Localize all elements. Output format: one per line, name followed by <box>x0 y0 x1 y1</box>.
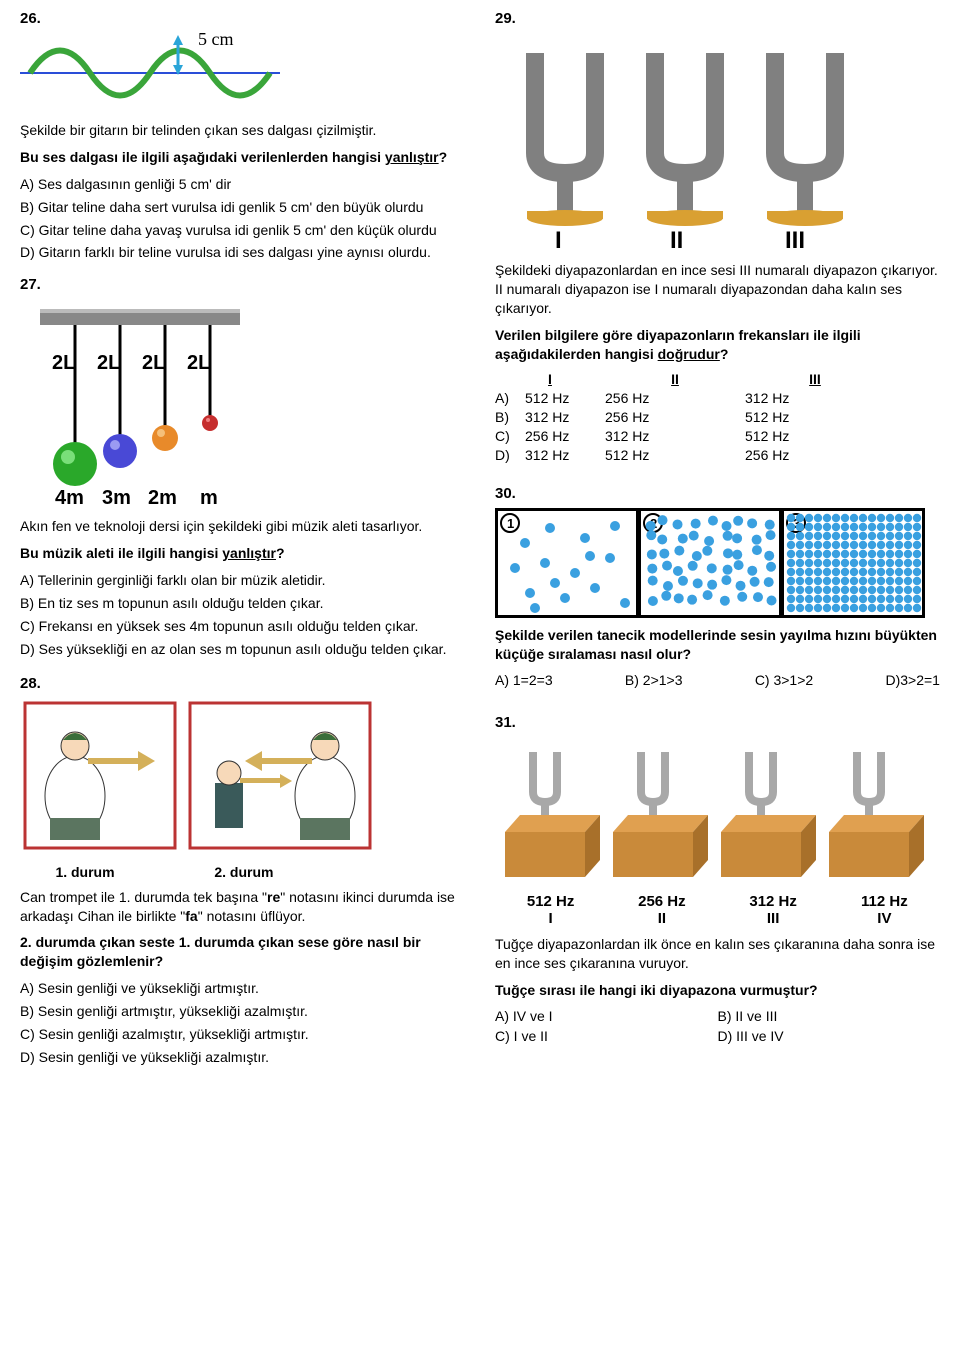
q30-opt-a: A) 1=2=3 <box>495 672 553 688</box>
q29-row-c: C)256 Hz312 Hz512 Hz <box>495 428 940 444</box>
q27-opt-d: D) Ses yüksekliği en az olan ses m topun… <box>20 640 465 659</box>
q26-opt-a: A) Ses dalgasının genliği 5 cm' dir <box>20 175 465 194</box>
question-28: 28. <box>20 675 465 1067</box>
q31-opt-d: D) III ve IV <box>718 1028 941 1044</box>
q29-number: 29. <box>495 10 516 27</box>
question-26: 26. 5 cm Şekilde bir gitarın bir telinde… <box>20 10 465 262</box>
q27-question: Bu müzik aleti ile ilgili hangisi yanlış… <box>20 544 465 563</box>
svg-text:2m: 2m <box>148 487 177 509</box>
q27-opt-c: C) Frekansı en yüksek ses 4m topunun ası… <box>20 617 465 636</box>
q28-intro: Can trompet ile 1. durumda tek başına "r… <box>20 888 465 926</box>
svg-text:1: 1 <box>507 516 514 531</box>
svg-text:2L: 2L <box>97 352 120 374</box>
svg-text:m: m <box>200 487 218 509</box>
q30-opt-b: B) 2>1>3 <box>625 672 683 688</box>
q31-intro: Tuğçe diyapazonlardan ilk önce en kalın … <box>495 935 940 973</box>
q27-intro: Akın fen ve teknoloji dersi için şekilde… <box>20 517 465 536</box>
svg-text:2L: 2L <box>52 352 75 374</box>
q30-number: 30. <box>495 485 516 502</box>
q31-opt-b: B) II ve III <box>718 1008 941 1024</box>
svg-text:I: I <box>555 227 562 253</box>
fork-1 <box>527 53 603 226</box>
q30-opt-d: D)3>2=1 <box>885 672 939 688</box>
svg-text:2L: 2L <box>142 352 165 374</box>
fork-2 <box>647 53 723 226</box>
q28-number: 28. <box>20 675 41 692</box>
q30-particle-figure: 1 2 3 <box>495 508 940 618</box>
svg-text:4m: 4m <box>55 487 84 509</box>
q29-table-header: I II III <box>495 371 940 387</box>
question-27: 27. 2L 2L 2L 2L <box>20 276 465 658</box>
question-31: 31. 512 Hz256 Hz312 Hz112 Hz <box>495 714 940 1044</box>
q28-question: 2. durumda çıkan seste 1. durumda çıkan … <box>20 933 465 971</box>
q28-durum-labels: 1. durum 2. durum <box>20 864 465 880</box>
q26-opt-b: B) Gitar teline daha sert vurulsa idi ge… <box>20 198 465 217</box>
fork-3 <box>767 53 843 226</box>
wave-amplitude-label: 5 cm <box>198 33 234 49</box>
q27-number: 27. <box>20 276 41 293</box>
svg-text:2L: 2L <box>187 352 210 374</box>
q31-number: 31. <box>495 714 516 731</box>
q31-opts-row1: A) IV ve I B) II ve III <box>495 1008 940 1024</box>
q29-row-a: A)512 Hz256 Hz312 Hz <box>495 390 940 406</box>
q28-opt-a: A) Sesin genliği ve yüksekliği artmıştır… <box>20 979 465 998</box>
q29-intro: Şekildeki diyapazonlardan en ince sesi I… <box>495 261 940 318</box>
svg-text:II: II <box>670 227 683 253</box>
question-29: 29. <box>495 10 940 463</box>
q26-question: Bu ses dalgası ile ilgili aşağıdaki veri… <box>20 148 465 167</box>
q26-wave-figure: 5 cm <box>20 33 465 113</box>
q29-row-d: D)312 Hz512 Hz256 Hz <box>495 447 940 463</box>
q26-intro: Şekilde bir gitarın bir telinden çıkan s… <box>20 121 465 140</box>
q30-options: A) 1=2=3 B) 2>1>3 C) 3>1>2 D)3>2=1 <box>495 672 940 688</box>
question-30: 30. 1 2 <box>495 485 940 688</box>
q26-opt-c: C) Gitar teline daha yavaş vurulsa idi g… <box>20 221 465 240</box>
q28-trumpet-figure <box>20 698 465 858</box>
q31-forks-figure <box>495 737 940 887</box>
q26-opt-d: D) Gitarın farklı bir teline vurulsa idi… <box>20 243 465 262</box>
q27-opt-a: A) Tellerinin gerginliği farklı olan bir… <box>20 571 465 590</box>
q28-opt-c: C) Sesin genliği azalmıştır, yüksekliği … <box>20 1025 465 1044</box>
q31-roman-labels: IIIIIIIV <box>495 910 940 927</box>
svg-text:III: III <box>785 227 805 253</box>
q30-opt-c: C) 3>1>2 <box>755 672 813 688</box>
q26-number: 26. <box>20 10 41 27</box>
q29-forks-figure: I II III <box>495 33 940 253</box>
q28-opt-d: D) Sesin genliği ve yüksekliği azalmıştı… <box>20 1048 465 1067</box>
q28-opt-b: B) Sesin genliği artmıştır, yüksekliği a… <box>20 1002 465 1021</box>
q31-opt-a: A) IV ve I <box>495 1008 718 1024</box>
q31-question: Tuğçe sırası ile hangi iki diyapazona vu… <box>495 981 940 1000</box>
q30-question: Şekilde verilen tanecik modellerinde ses… <box>495 626 940 664</box>
svg-text:3m: 3m <box>102 487 131 509</box>
q27-pendulum-figure: 2L 2L 2L 2L 4m 3m 2m m <box>20 299 465 509</box>
q29-question: Verilen bilgilere göre diyapazonların fr… <box>495 326 940 364</box>
q27-opt-b: B) En tiz ses m topunun asılı olduğu tel… <box>20 594 465 613</box>
q31-opt-c: C) I ve II <box>495 1028 718 1044</box>
q31-opts-row2: C) I ve II D) III ve IV <box>495 1028 940 1044</box>
q29-row-b: B)312 Hz256 Hz512 Hz <box>495 409 940 425</box>
q31-hz-labels: 512 Hz256 Hz312 Hz112 Hz <box>495 893 940 910</box>
